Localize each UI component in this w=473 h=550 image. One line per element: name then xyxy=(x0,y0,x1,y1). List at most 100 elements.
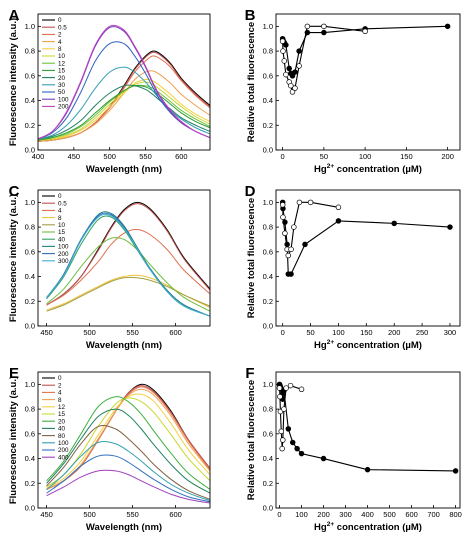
x-axis-label-rest: concentration (µM) xyxy=(334,164,422,175)
x-tick-label: 50 xyxy=(306,328,314,337)
series-line-300 xyxy=(46,213,210,317)
data-point-open-8 xyxy=(307,199,314,206)
data-point-open-5 xyxy=(288,82,294,89)
y-axis-label: Fluorescence intensity (a.u.) xyxy=(8,376,19,504)
legend-label-40: 40 xyxy=(58,236,66,243)
series-line-200 xyxy=(38,24,210,140)
series-line-30 xyxy=(38,66,210,140)
y-tick-label: 0.2 xyxy=(25,121,35,130)
panel-letter: C xyxy=(9,183,20,200)
data-point-filled-9 xyxy=(294,445,300,452)
legend-label-20: 20 xyxy=(58,418,66,425)
y-tick-label: 0.2 xyxy=(263,479,273,488)
y-tick-label: 0.4 xyxy=(263,454,273,463)
series-line-15 xyxy=(46,397,210,488)
data-point-open-7 xyxy=(292,85,298,91)
data-point-filled-8 xyxy=(289,439,296,446)
data-point-open-11 xyxy=(362,28,368,35)
data-point-open-8 xyxy=(296,63,302,69)
y-tick-label: 0.8 xyxy=(263,47,273,56)
series-line-4 xyxy=(38,70,210,142)
data-point-filled-12 xyxy=(444,23,451,30)
y-tick-label: 0.2 xyxy=(25,297,35,306)
y-tick-label: 0.4 xyxy=(25,272,35,281)
legend-label-40: 40 xyxy=(58,426,66,433)
y-tick-label: 0.6 xyxy=(25,71,35,80)
legend-label-8: 8 xyxy=(58,397,62,404)
x-tick-label: 550 xyxy=(126,510,139,519)
x-tick-label: 600 xyxy=(175,152,188,161)
series-group xyxy=(279,23,451,95)
x-axis-label-main: Hg xyxy=(314,340,327,351)
x-axis-label-sup: 2+ xyxy=(327,521,335,528)
legend-label-100: 100 xyxy=(58,440,69,447)
panel-c: C 450 500 550 600 0.0 0.2 0.4 0.6 0.8 1.0 Wavelengt… xyxy=(8,183,211,351)
data-point-open-10 xyxy=(321,23,327,30)
x-tick-label: 300 xyxy=(339,510,352,519)
data-point-filled-8 xyxy=(296,48,302,54)
y-axis-label: Relative total fluorescence xyxy=(246,22,257,142)
data-point-filled-9 xyxy=(447,224,453,230)
x-tick-label: 200 xyxy=(388,328,401,337)
x-tick-label: 250 xyxy=(416,328,429,337)
series-line-100 xyxy=(46,441,210,502)
series-line-0.5 xyxy=(46,203,210,306)
legend-label-2: 2 xyxy=(58,32,62,39)
x-axis-label: Hg2+ concentration (µM) xyxy=(314,521,422,533)
data-point-open-5 xyxy=(280,437,286,443)
x-tick-label: 500 xyxy=(83,328,96,337)
data-point-filled-5 xyxy=(288,271,294,277)
y-tick-label: 1.0 xyxy=(263,380,273,389)
x-axis-label: Wavelength (nm) xyxy=(86,340,162,351)
data-point-open-9 xyxy=(335,204,342,211)
x-tick-label: 100 xyxy=(332,328,345,337)
x-tick-label: 400 xyxy=(32,152,45,161)
series-line-10 xyxy=(46,276,210,312)
legend-label-50: 50 xyxy=(58,89,66,96)
x-tick-label: 500 xyxy=(103,152,116,161)
y-tick-label: 1.0 xyxy=(263,198,273,207)
x-tick-label: 550 xyxy=(139,152,152,161)
x-axis-label: Hg2+ concentration (µM) xyxy=(314,339,422,351)
data-point-filled-10 xyxy=(321,29,327,36)
y-tick-label: 0.6 xyxy=(263,71,273,80)
y-tick-label: 0.4 xyxy=(263,272,273,281)
y-tick-label: 0.8 xyxy=(263,223,273,232)
y-tick-label: 0.2 xyxy=(263,121,273,130)
legend-label-0: 0 xyxy=(58,17,62,24)
y-tick-label: 0.8 xyxy=(25,405,35,414)
legend-label-20: 20 xyxy=(58,75,66,82)
y-tick-label: 0.8 xyxy=(25,47,35,56)
x-tick-label: 100 xyxy=(295,510,308,519)
y-tick-label: 0.4 xyxy=(25,96,35,105)
panel-letter: B xyxy=(245,7,256,24)
data-point-open-6 xyxy=(291,224,297,230)
legend-label-400: 400 xyxy=(58,454,69,461)
y-tick-label: 0.6 xyxy=(263,247,273,256)
data-point-open-1 xyxy=(277,393,283,400)
data-point-filled-3 xyxy=(283,42,289,48)
data-point-open-9 xyxy=(304,23,311,30)
y-tick-label: 0.0 xyxy=(263,322,273,331)
data-point-filled-12 xyxy=(364,466,371,473)
legend-label-4: 4 xyxy=(58,208,62,215)
axes-frame xyxy=(275,371,461,509)
legend-label-15: 15 xyxy=(58,68,66,75)
series-group xyxy=(46,201,210,317)
x-axis-label-sup: 2+ xyxy=(327,163,335,170)
x-tick-label: 100 xyxy=(359,152,372,161)
x-tick-label: 600 xyxy=(169,328,182,337)
data-point-open-4 xyxy=(285,252,292,259)
legend-label-15: 15 xyxy=(58,229,66,236)
data-point-open-7 xyxy=(283,385,289,391)
y-tick-label: 0.6 xyxy=(263,429,273,438)
y-axis-label: Fluorescence intensity (a.u.) xyxy=(8,18,19,146)
legend-label-0: 0 xyxy=(58,375,62,382)
axes-frame xyxy=(275,189,461,327)
x-tick-label: 500 xyxy=(83,510,96,519)
y-tick-label: 0.4 xyxy=(263,96,273,105)
x-axis-label-sup: 2+ xyxy=(327,339,335,346)
